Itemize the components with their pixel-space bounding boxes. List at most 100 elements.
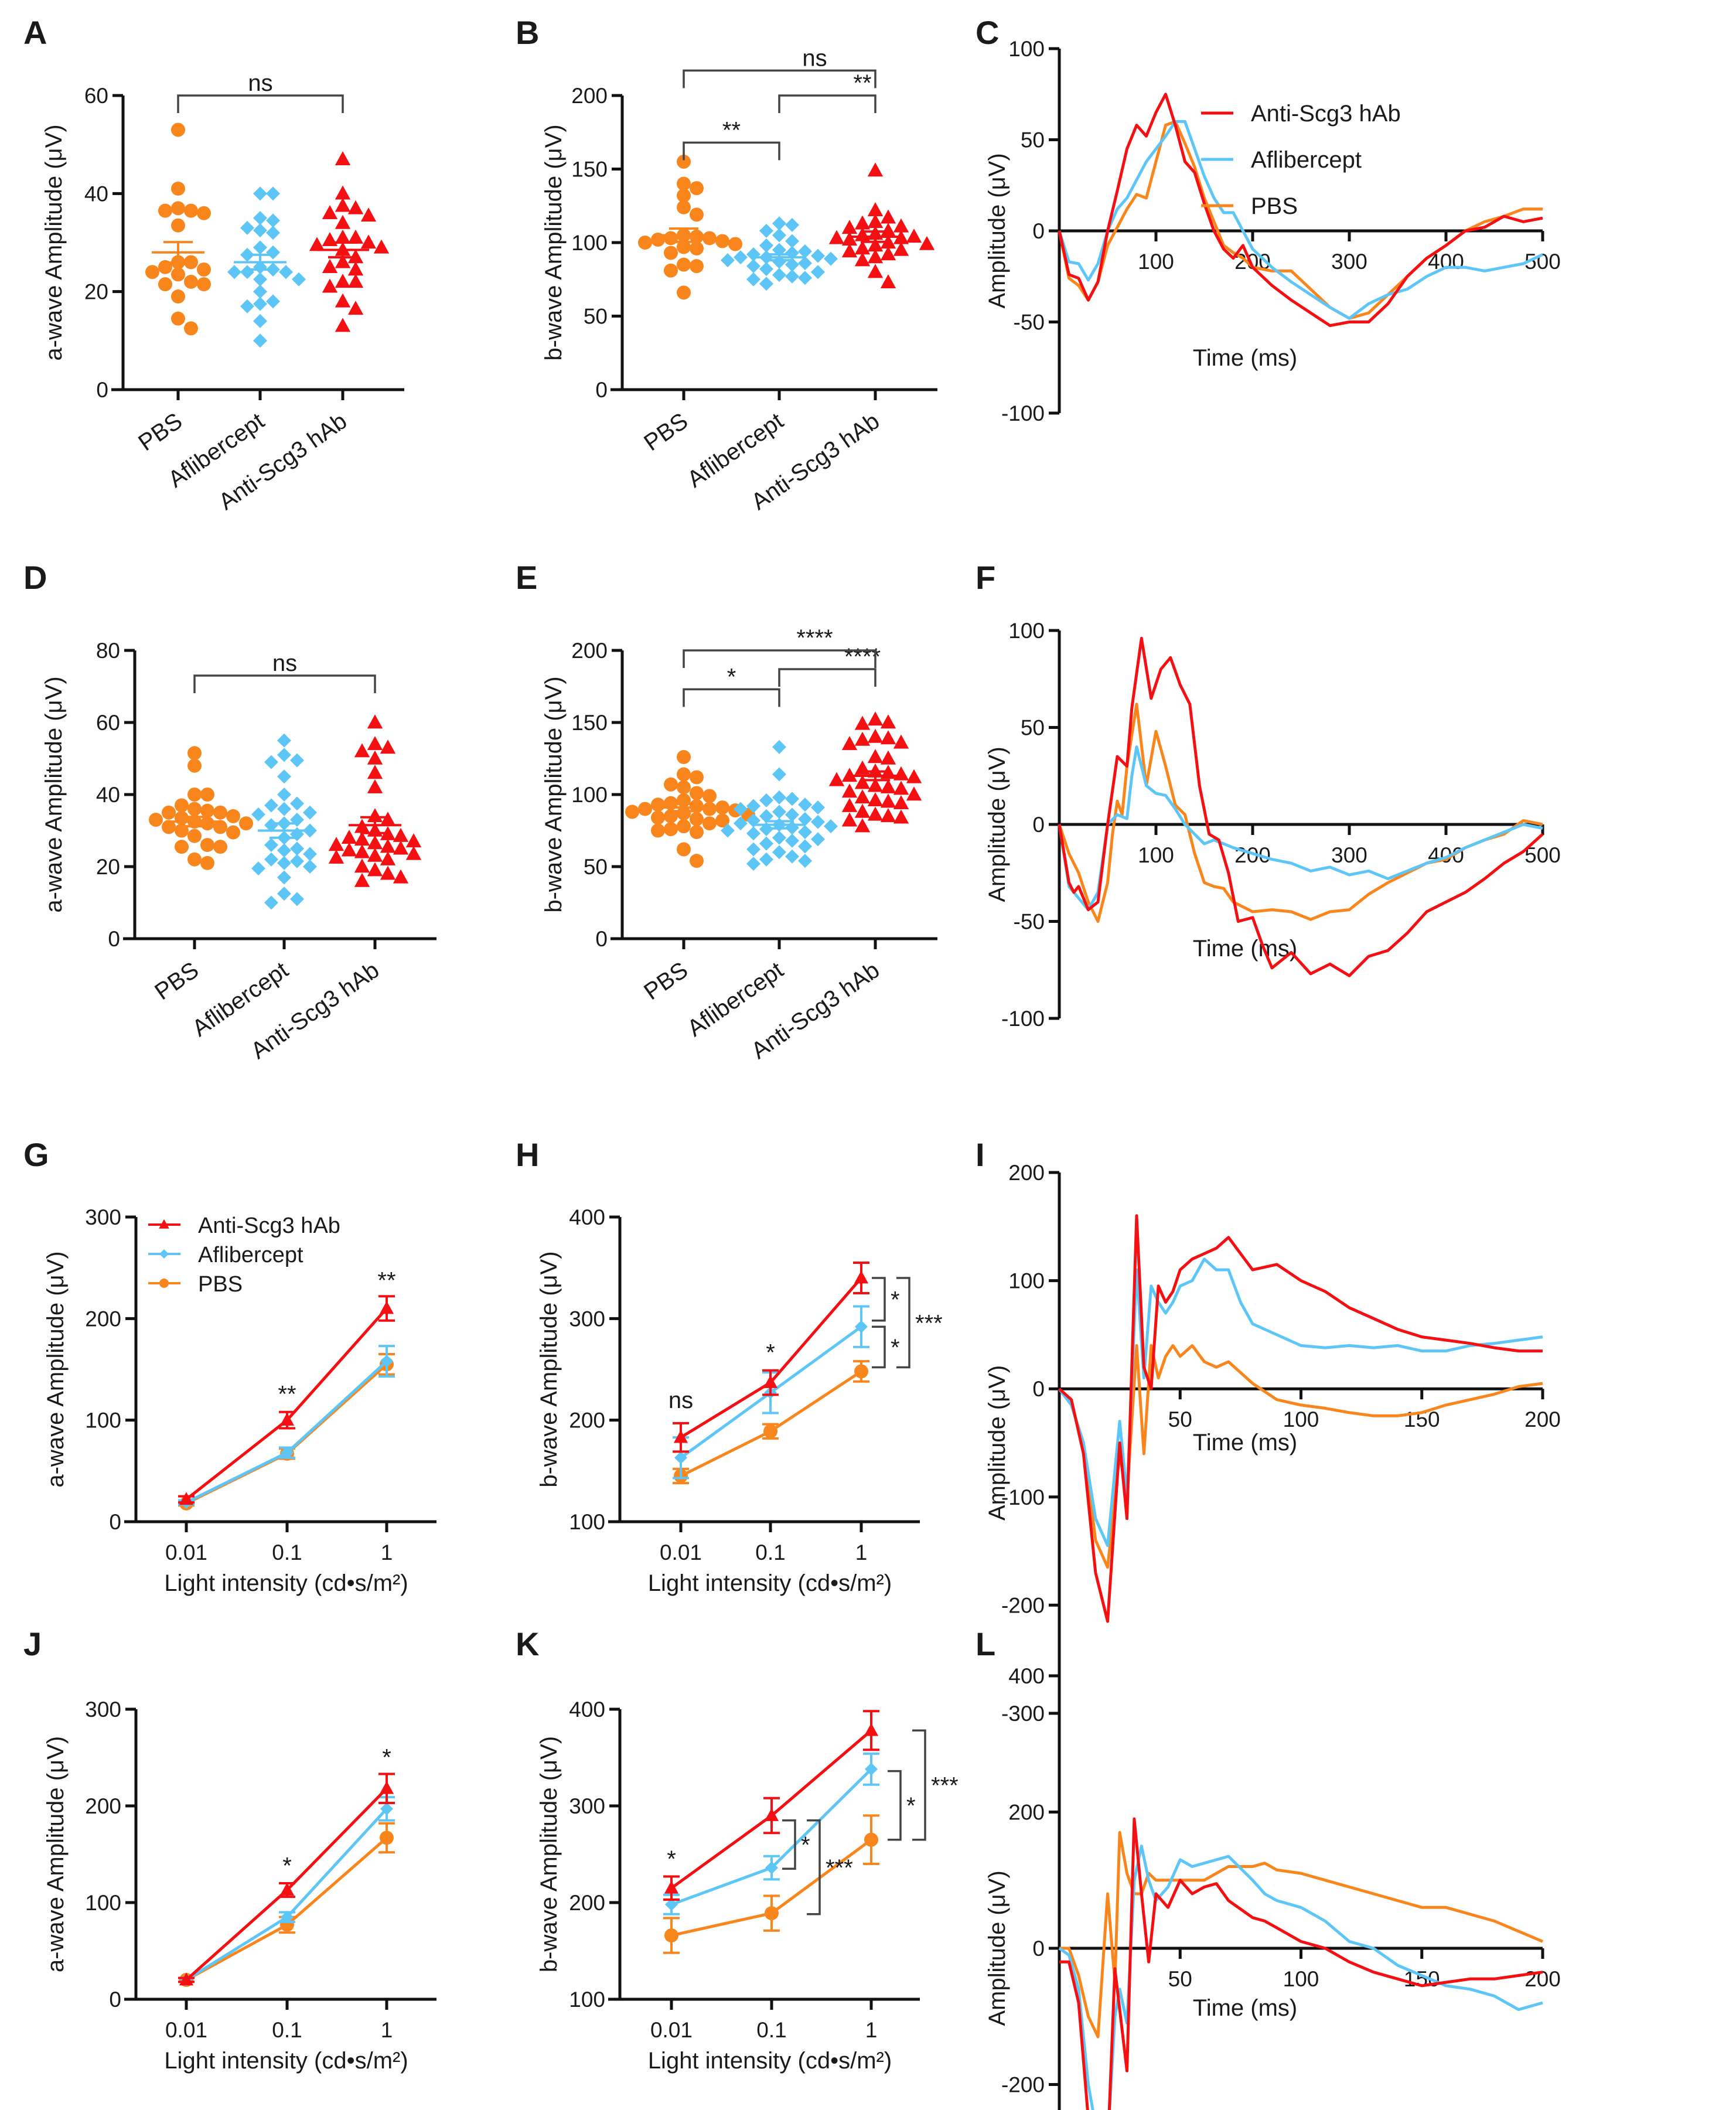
y-tick-label: 0: [109, 1988, 121, 2012]
x-tick-label: 500: [1524, 843, 1561, 867]
data-point: [880, 793, 896, 808]
data-point: [162, 805, 176, 820]
y-tick-label: 0: [1032, 1377, 1045, 1401]
data-point: [240, 220, 254, 235]
data-point: [277, 733, 291, 748]
data-point: [171, 181, 185, 196]
data-point: [746, 272, 760, 287]
legend-marker: [159, 1219, 169, 1229]
panel-letter: F: [976, 559, 995, 596]
x-tick-label: 100: [1138, 250, 1174, 274]
data-point: [341, 830, 357, 844]
legend-marker: [159, 1249, 169, 1259]
data-point: [290, 827, 304, 841]
data-point: [664, 809, 678, 823]
data-point: [841, 736, 858, 751]
significance-bracket: [683, 69, 876, 88]
significance-label: *: [727, 664, 736, 690]
data-point: [162, 820, 176, 834]
data-point: [266, 186, 280, 201]
data-point: [328, 849, 345, 864]
data-point: [715, 800, 729, 815]
significance-bracket: [177, 94, 344, 113]
significance-label: ns: [669, 1388, 693, 1413]
data-point: [380, 1355, 393, 1368]
data-point: [664, 1928, 678, 1943]
data-point: [765, 1906, 779, 1921]
significance-bracket: [778, 94, 876, 113]
data-point: [867, 237, 884, 252]
y-tick-label: 150: [571, 711, 608, 735]
data-point: [380, 865, 396, 880]
data-point: [251, 807, 265, 821]
data-point: [690, 207, 704, 222]
legend-label: Anti-Scg3 hAb: [1251, 101, 1401, 127]
data-point: [354, 872, 370, 887]
data-point: [690, 770, 704, 785]
data-point: [279, 265, 293, 279]
trace-aflibercept: [1058, 120, 1544, 320]
data-point: [303, 860, 317, 874]
data-point: [841, 220, 858, 234]
data-point: [266, 226, 280, 240]
data-point: [393, 840, 409, 855]
data-point: [763, 1424, 777, 1439]
trace-anti-scg3-hab: [1059, 1817, 1543, 2110]
x-category-label: PBS: [639, 408, 693, 456]
data-point: [380, 838, 396, 853]
data-point: [290, 813, 304, 827]
data-point: [677, 780, 691, 795]
x-category-label: PBS: [134, 408, 187, 456]
data-point: [785, 807, 799, 822]
data-point: [759, 793, 773, 807]
data-point: [746, 826, 760, 841]
y-tick-label: -50: [1014, 311, 1045, 335]
significance-bracket: [872, 1277, 886, 1322]
y-axis-title: Amplitude (μV): [984, 1870, 1010, 2026]
data-point: [811, 814, 825, 829]
x-axis-title: Time (ms): [1193, 1995, 1297, 2021]
data-point: [785, 217, 799, 232]
significance-bracket: [912, 1729, 926, 1841]
data-point: [811, 248, 825, 263]
data-point: [759, 262, 773, 277]
panel-letter: A: [23, 14, 47, 51]
y-axis-title: a-wave Amplitude (μV): [43, 1251, 69, 1487]
significance-label: ***: [931, 1773, 959, 1799]
data-point: [625, 805, 639, 819]
data-point: [393, 827, 409, 842]
x-tick-label: 1: [381, 1540, 393, 1564]
y-tick-label: 150: [571, 158, 608, 182]
data-point: [759, 852, 773, 867]
data-point: [367, 750, 383, 765]
data-point: [187, 852, 202, 867]
data-point: [690, 181, 704, 196]
data-point: [702, 231, 717, 246]
y-tick-label: 100: [1008, 619, 1045, 643]
data-point: [763, 1375, 778, 1388]
data-point: [841, 797, 858, 812]
data-point: [759, 238, 773, 253]
significance-label: **: [722, 117, 741, 143]
y-tick-label: 200: [569, 1409, 605, 1433]
data-point: [322, 278, 338, 293]
panel-letter: J: [23, 1625, 42, 1662]
y-axis-title: b-wave Amplitude (μV): [541, 676, 567, 912]
significance-label: *: [891, 1287, 900, 1313]
x-axis-title: Time (ms): [1193, 1430, 1297, 1455]
x-tick-label: 0.1: [756, 2018, 786, 2042]
x-tick-label: 0.01: [165, 2018, 207, 2042]
data-point: [367, 779, 383, 793]
data-point: [798, 854, 812, 868]
data-point: [347, 200, 364, 214]
data-point: [347, 301, 364, 315]
y-axis-title: b-wave Amplitude (μV): [536, 1736, 562, 1972]
data-point: [811, 800, 825, 815]
data-point: [759, 277, 773, 291]
significance-label: ***: [826, 1855, 853, 1881]
